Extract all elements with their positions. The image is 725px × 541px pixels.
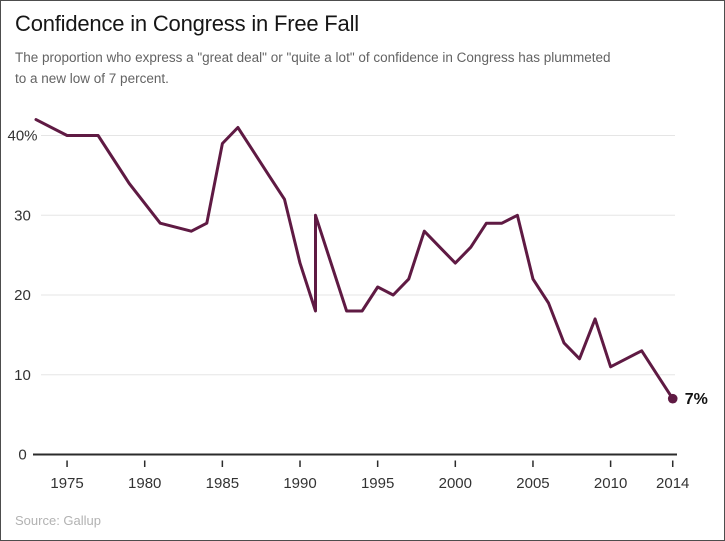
y-axis-label: 20	[14, 287, 31, 304]
chart-title: Confidence in Congress in Free Fall	[15, 11, 359, 36]
end-point-label: 7%	[685, 391, 708, 408]
source-note: Source: Gallup	[15, 513, 101, 528]
end-point-marker	[667, 393, 678, 404]
trend-line	[34, 118, 675, 401]
x-axis-label: 1985	[206, 475, 239, 492]
chart-subtitle-line-1: The proportion who express a "great deal…	[15, 50, 611, 65]
x-axis-label: 2010	[594, 475, 627, 492]
x-axis-label: 1995	[361, 475, 394, 492]
chart-subtitle-line-2: to a new low of 7 percent.	[15, 71, 169, 86]
chart-subtitle: The proportion who express a "great deal…	[15, 47, 715, 89]
y-axis-label: 40%	[7, 128, 37, 145]
y-axis-label: 30	[14, 207, 31, 224]
x-axis-label: 1980	[128, 475, 161, 492]
x-axis-label: 1990	[283, 475, 316, 492]
x-axis-label: 2005	[516, 475, 549, 492]
y-axis-label: 0	[18, 447, 26, 464]
x-axis-label: 1975	[50, 475, 83, 492]
x-axis-label: 2014	[656, 475, 689, 492]
x-axis-label: 2000	[439, 475, 472, 492]
y-axis-label: 10	[14, 367, 31, 384]
